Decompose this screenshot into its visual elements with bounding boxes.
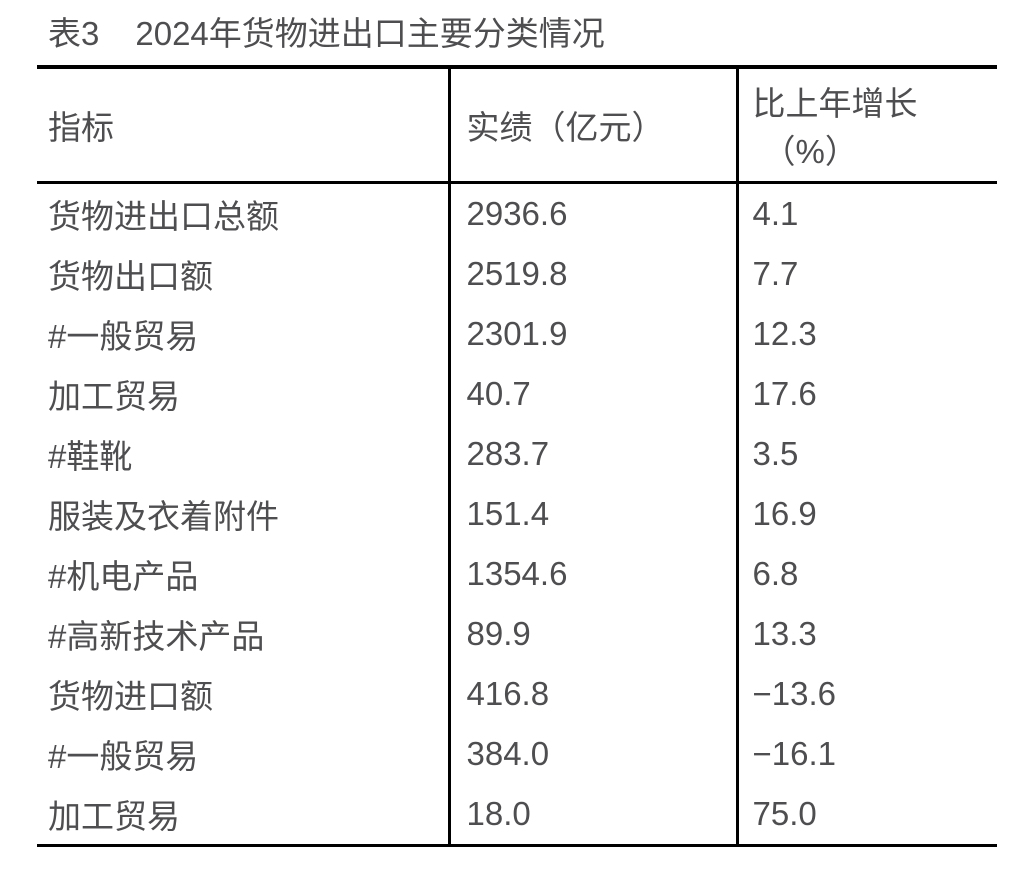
table-number-label: 表3 bbox=[48, 15, 100, 52]
table-row: 加工贸易 18.0 75.0 bbox=[37, 784, 997, 846]
cell-growth: 3.5 bbox=[735, 424, 997, 484]
cell-value: 89.9 bbox=[447, 604, 737, 664]
cell-indicator: #高新技术产品 bbox=[48, 618, 265, 655]
cell-growth: 6.8 bbox=[735, 544, 997, 604]
cell-value: 40.7 bbox=[447, 364, 737, 424]
table-body: 货物进出口总额 2936.6 4.1 货物出口额 2519.8 7.7 #一般贸易 2301.… bbox=[37, 182, 997, 846]
cell-indicator: 货物进出口总额 bbox=[48, 198, 279, 235]
header-growth-line2: （%） bbox=[762, 133, 858, 170]
table-row: 货物进出口总额 2936.6 4.1 bbox=[37, 182, 997, 244]
cell-growth: 13.3 bbox=[735, 604, 997, 664]
cell-growth: 4.1 bbox=[735, 182, 997, 244]
cell-value: 2519.8 bbox=[447, 244, 737, 304]
cell-growth: 17.6 bbox=[735, 364, 997, 424]
table-row: 货物进口额 416.8 −13.6 bbox=[37, 664, 997, 724]
cell-indicator: #机电产品 bbox=[48, 558, 199, 595]
cell-indicator: 货物进口额 bbox=[48, 678, 213, 715]
cell-indicator: #鞋靴 bbox=[48, 438, 133, 475]
cell-growth: 7.7 bbox=[735, 244, 997, 304]
cell-indicator: 货物出口额 bbox=[48, 258, 213, 295]
page-title: 表3 2024年货物进出口主要分类情况 bbox=[48, 14, 1034, 54]
cell-growth: 16.9 bbox=[735, 484, 997, 544]
cell-value: 2936.6 bbox=[447, 182, 737, 244]
cell-indicator: 加工贸易 bbox=[48, 378, 180, 415]
cell-indicator: 服装及衣着附件 bbox=[48, 498, 279, 535]
cell-growth: −13.6 bbox=[735, 664, 997, 724]
cell-growth: 75.0 bbox=[735, 784, 997, 846]
cell-value: 2301.9 bbox=[447, 304, 737, 364]
cell-growth: −16.1 bbox=[735, 724, 997, 784]
cell-indicator: 加工贸易 bbox=[48, 798, 180, 835]
trade-classification-table: 指标 实绩（亿元） 比上年增长 （%） 货物进出口总额 2936.6 4.1 货物出口… bbox=[37, 65, 997, 847]
table-row: 服装及衣着附件 151.4 16.9 bbox=[37, 484, 997, 544]
table-title-text: 2024年货物进出口主要分类情况 bbox=[135, 15, 605, 52]
cell-value: 384.0 bbox=[447, 724, 737, 784]
cell-value: 151.4 bbox=[447, 484, 737, 544]
header-row: 指标 实绩（亿元） 比上年增长 （%） bbox=[37, 67, 997, 184]
cell-indicator: #一般贸易 bbox=[48, 738, 199, 775]
cell-value: 283.7 bbox=[447, 424, 737, 484]
header-value: 实绩（亿元） bbox=[447, 67, 737, 184]
table-row: #机电产品 1354.6 6.8 bbox=[37, 544, 997, 604]
table-row: #高新技术产品 89.9 13.3 bbox=[37, 604, 997, 664]
cell-value: 416.8 bbox=[447, 664, 737, 724]
cell-value: 1354.6 bbox=[447, 544, 737, 604]
table-row: #一般贸易 384.0 −16.1 bbox=[37, 724, 997, 784]
table-row: 货物出口额 2519.8 7.7 bbox=[37, 244, 997, 304]
table-row: #一般贸易 2301.9 12.3 bbox=[37, 304, 997, 364]
header-growth-line1: 比上年增长 bbox=[752, 85, 918, 122]
header-indicator: 指标 bbox=[37, 67, 449, 184]
header-growth: 比上年增长 （%） bbox=[735, 67, 997, 184]
table-row: #鞋靴 283.7 3.5 bbox=[37, 424, 997, 484]
table-header: 指标 实绩（亿元） 比上年增长 （%） bbox=[37, 67, 997, 184]
cell-value: 18.0 bbox=[447, 784, 737, 846]
table-row: 加工贸易 40.7 17.6 bbox=[37, 364, 997, 424]
cell-growth: 12.3 bbox=[735, 304, 997, 364]
cell-indicator: #一般贸易 bbox=[48, 318, 199, 355]
